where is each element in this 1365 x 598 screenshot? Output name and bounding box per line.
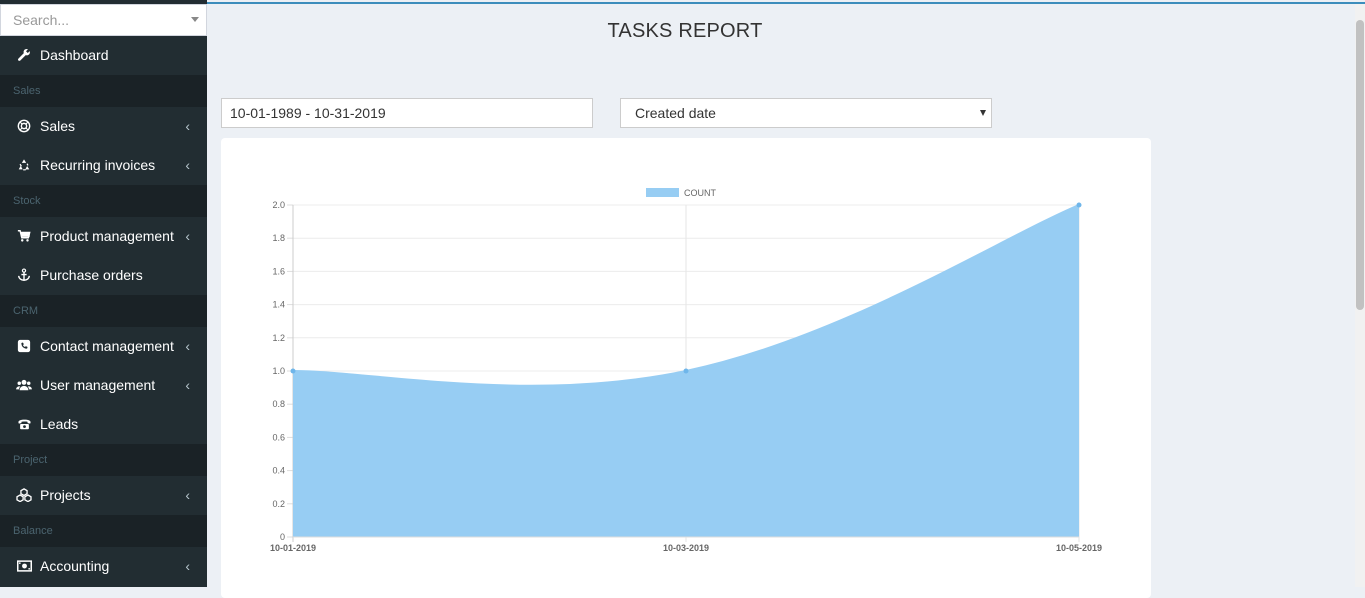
chevron-left-icon: ‹ xyxy=(185,377,190,393)
sidebar-item-label: Recurring invoices xyxy=(40,157,156,173)
telephone-icon xyxy=(16,416,32,432)
legend-swatch xyxy=(646,188,679,197)
date-field-select-value: Created date xyxy=(635,105,716,121)
sidebar-item-label: Product management xyxy=(40,228,174,244)
chevron-left-icon: ‹ xyxy=(185,338,190,354)
chevron-left-icon: ‹ xyxy=(185,487,190,503)
y-tick-label: 1.8 xyxy=(272,233,285,243)
select-arrow-icon xyxy=(980,110,986,116)
sidebar-item-leads[interactable]: Leads xyxy=(0,405,207,443)
chevron-left-icon: ‹ xyxy=(185,118,190,134)
scrollbar-thumb[interactable] xyxy=(1356,20,1364,310)
sidebar-item-label: Leads xyxy=(40,416,79,432)
sidebar-item-product-management[interactable]: Product management ‹ xyxy=(0,217,207,255)
page-scrollbar[interactable] xyxy=(1355,4,1365,587)
sidebar-item-label: Sales xyxy=(40,118,76,134)
cubes-icon xyxy=(16,487,32,503)
data-point[interactable] xyxy=(290,368,296,374)
sidebar-item-sales[interactable]: Sales ‹ xyxy=(0,107,207,145)
y-tick-label: 0.4 xyxy=(272,466,285,476)
wrench-icon xyxy=(16,47,32,63)
sidebar-item-purchase-orders[interactable]: Purchase orders xyxy=(0,256,207,294)
caret-down-icon[interactable] xyxy=(191,17,199,22)
y-tick-label: 2.0 xyxy=(272,200,285,210)
anchor-icon xyxy=(16,267,32,283)
sidebar-header-stock: Stock xyxy=(0,185,207,217)
cart-icon xyxy=(16,228,32,244)
sidebar-item-label: Accounting xyxy=(40,558,110,574)
sidebar-item-contact-management[interactable]: Contact management ‹ xyxy=(0,327,207,365)
sidebar-item-label: User management xyxy=(40,377,156,393)
chart-card: 2.0 1.8 1.6 1.4 1.2 1.0 0.8 0.6 0.4 0.2 0 COUNT 10-0… xyxy=(221,138,1151,598)
phone-square-icon xyxy=(16,338,32,354)
chevron-left-icon: ‹ xyxy=(185,157,190,173)
sidebar-item-label: Contact management xyxy=(40,338,174,354)
sidebar-item-label: Dashboard xyxy=(40,47,109,63)
users-icon xyxy=(16,377,32,393)
date-range-input[interactable] xyxy=(221,98,593,128)
recycle-icon xyxy=(16,157,32,173)
chevron-left-icon: ‹ xyxy=(185,558,190,574)
y-tick-label: 1.6 xyxy=(272,266,285,276)
y-tick-label: 0.6 xyxy=(272,432,285,442)
x-tick-label: 10-01-2019 xyxy=(270,543,316,553)
sidebar-header-crm: CRM xyxy=(0,295,207,327)
sidebar-search[interactable] xyxy=(0,4,207,36)
y-tick-label: 0.8 xyxy=(272,399,285,409)
y-tick-label: 1.2 xyxy=(272,333,285,343)
sidebar-item-label: Projects xyxy=(40,487,91,503)
sidebar-header-balance: Balance xyxy=(0,515,207,547)
data-point[interactable] xyxy=(1076,202,1082,208)
sidebar-item-projects[interactable]: Projects ‹ xyxy=(0,476,207,514)
money-icon xyxy=(16,558,32,574)
top-accent-bar xyxy=(207,2,1365,4)
y-tick-label: 0.2 xyxy=(272,499,285,509)
y-tick-label: 1.4 xyxy=(272,300,285,310)
data-point[interactable] xyxy=(683,368,689,374)
x-tick-label: 10-05-2019 xyxy=(1056,543,1102,553)
sidebar-item-dashboard[interactable]: Dashboard xyxy=(0,36,207,74)
y-tick-label: 0 xyxy=(280,532,285,542)
sidebar-item-label: Purchase orders xyxy=(40,267,143,283)
search-input[interactable] xyxy=(11,5,185,35)
sidebar-item-user-management[interactable]: User management ‹ xyxy=(0,366,207,404)
sidebar-header-project: Project xyxy=(0,444,207,476)
sidebar-header-sales: Sales xyxy=(0,75,207,107)
chevron-left-icon: ‹ xyxy=(185,228,190,244)
y-tick-label: 1.0 xyxy=(272,366,285,376)
page-title: TASKS REPORT xyxy=(607,20,763,42)
sidebar-item-accounting[interactable]: Accounting ‹ xyxy=(0,547,207,585)
globe-icon xyxy=(16,118,32,134)
date-field-select[interactable]: Created date xyxy=(620,98,992,128)
legend-label: COUNT xyxy=(684,188,716,198)
tasks-chart: 2.0 1.8 1.6 1.4 1.2 1.0 0.8 0.6 0.4 0.2 0 COUNT 10-0… xyxy=(270,188,1102,553)
x-tick-label: 10-03-2019 xyxy=(663,543,709,553)
sidebar-item-recurring-invoices[interactable]: Recurring invoices ‹ xyxy=(0,146,207,184)
